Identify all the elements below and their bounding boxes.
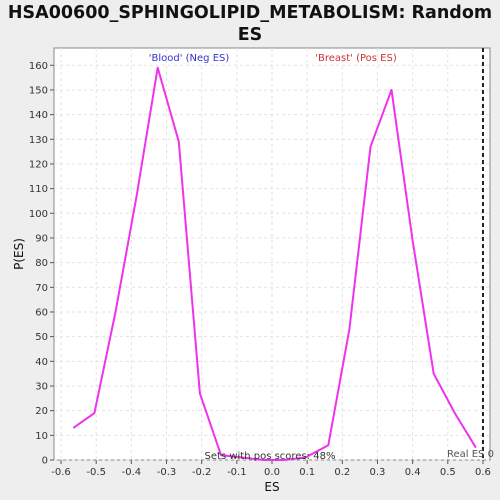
x-axis-label: ES [264,480,279,494]
y-tick-label: 30 [35,381,48,392]
y-tick-label: 40 [35,357,48,368]
y-tick-label: 120 [29,159,48,170]
y-tick-label: 130 [29,135,48,146]
y-axis-label: P(ES) [12,238,26,270]
pos-score-annotation: Sets with pos scores: 48% [205,451,336,462]
y-tick-label: 100 [29,209,48,220]
annotations: Real ES 0 'Blood' (Neg ES) 'Breast' (Pos E… [149,48,494,462]
x-tick-label: -0.6 [51,467,71,478]
y-tick-label: 0 [42,456,48,467]
series-layer [72,66,477,461]
y-tick-label: 80 [35,258,48,269]
es-distribution-line [72,66,477,461]
x-tick-label: -0.2 [192,467,212,478]
pos-es-annotation: 'Breast' (Pos ES) [315,53,397,64]
y-tick-label: 10 [35,431,48,442]
x-tick-label: 0.0 [264,467,280,478]
y-tick-label: 90 [35,233,48,244]
y-tick-label: 60 [35,307,48,318]
y-tick-label: 20 [35,406,48,417]
neg-es-annotation: 'Blood' (Neg ES) [149,53,230,64]
x-tick-label: 0.4 [405,467,421,478]
y-tick-label: 70 [35,283,48,294]
x-tick-label: -0.4 [122,467,142,478]
y-tick-label: 110 [29,184,48,195]
x-tick-label: -0.1 [227,467,247,478]
y-tick-label: 140 [29,110,48,121]
chart-title-line1: HSA00600_SPHINGOLIPID_METABOLISM: Random… [7,3,493,45]
y-tick-label: 150 [29,85,48,96]
x-tick-label: 0.1 [299,467,315,478]
x-tick-label: -0.3 [157,467,177,478]
x-tick-label: 0.6 [475,467,491,478]
axes: 0 10 20 30 40 50 60 70 80 90 100 110 120 130 140 150 160… [12,61,491,494]
x-tick-label: 0.5 [440,467,456,478]
y-tick-label: 160 [29,61,48,72]
x-tick-label: -0.5 [86,467,106,478]
y-tick-label: 50 [35,332,48,343]
grid-lines [54,48,490,461]
real-es-label: Real ES 0 [447,449,494,460]
x-tick-label: 0.2 [334,467,350,478]
x-tick-label: 0.3 [370,467,386,478]
